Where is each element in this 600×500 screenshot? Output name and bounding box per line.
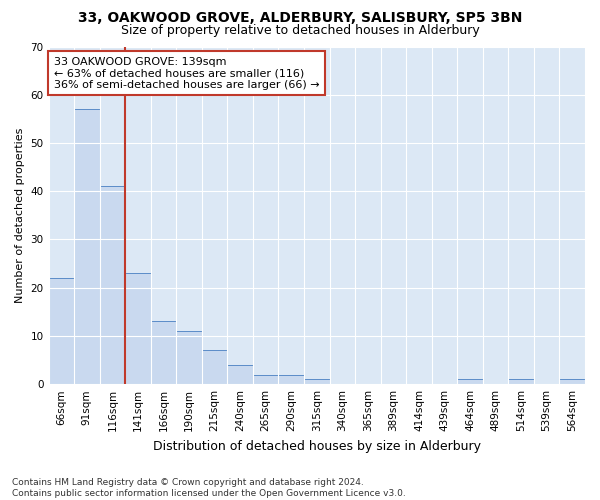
Bar xyxy=(49,278,74,384)
Bar xyxy=(508,380,534,384)
Text: Size of property relative to detached houses in Alderbury: Size of property relative to detached ho… xyxy=(121,24,479,37)
Text: 33 OAKWOOD GROVE: 139sqm
← 63% of detached houses are smaller (116)
36% of semi-: 33 OAKWOOD GROVE: 139sqm ← 63% of detach… xyxy=(54,56,320,90)
Bar xyxy=(278,374,304,384)
Y-axis label: Number of detached properties: Number of detached properties xyxy=(15,128,25,303)
Bar xyxy=(74,109,100,384)
Bar xyxy=(100,186,125,384)
Bar xyxy=(253,374,278,384)
Text: Contains HM Land Registry data © Crown copyright and database right 2024.
Contai: Contains HM Land Registry data © Crown c… xyxy=(12,478,406,498)
Bar xyxy=(304,380,329,384)
Bar xyxy=(559,380,585,384)
Bar xyxy=(176,331,202,384)
Bar xyxy=(202,350,227,384)
Text: 33, OAKWOOD GROVE, ALDERBURY, SALISBURY, SP5 3BN: 33, OAKWOOD GROVE, ALDERBURY, SALISBURY,… xyxy=(78,11,522,25)
Bar xyxy=(125,273,151,384)
Bar xyxy=(151,322,176,384)
Bar xyxy=(227,365,253,384)
Bar xyxy=(457,380,483,384)
X-axis label: Distribution of detached houses by size in Alderbury: Distribution of detached houses by size … xyxy=(153,440,481,452)
